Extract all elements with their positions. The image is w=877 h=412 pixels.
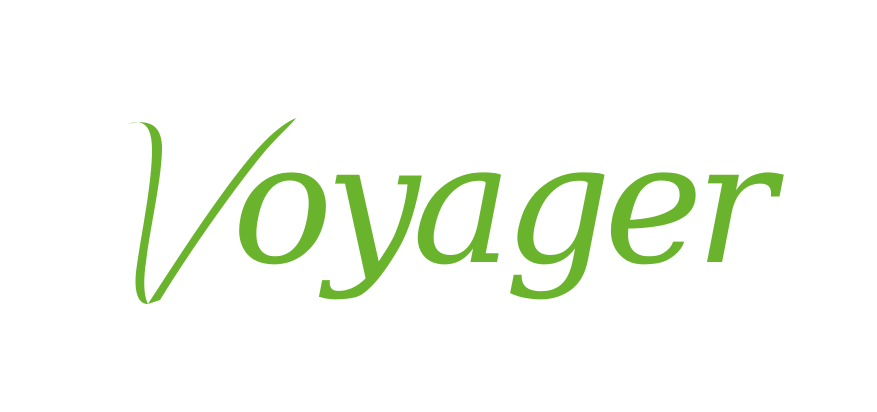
logo-letter-v-left-stroke — [128, 122, 162, 304]
logo-wordmark-rest: oyager — [232, 106, 784, 302]
logo-letter-v-right-stroke — [148, 118, 296, 304]
